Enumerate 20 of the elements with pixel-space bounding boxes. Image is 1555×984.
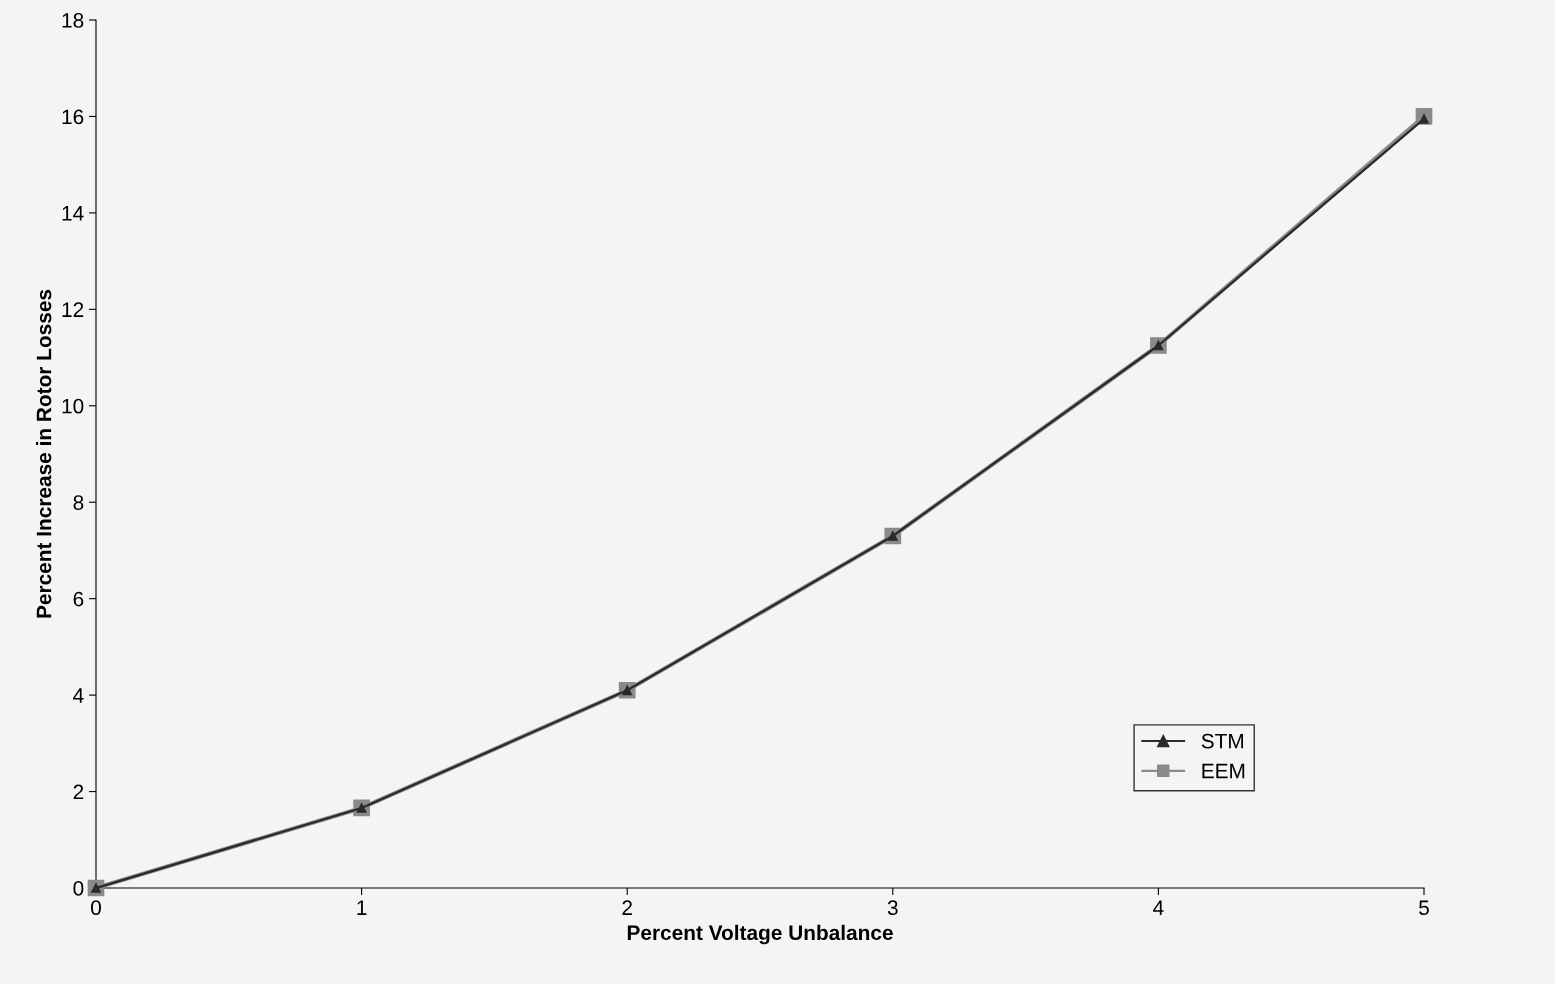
x-tick-label: 4 (1153, 900, 1164, 915)
y-tick-label: 2 (73, 784, 84, 800)
y-tick-label: 12 (62, 302, 84, 317)
x-tick-label: 5 (1419, 900, 1429, 916)
y-tick-label: 0 (73, 881, 84, 896)
x-tick-label: 0 (91, 900, 101, 916)
x-tick-label: 3 (887, 900, 898, 916)
y-tick-label: 8 (73, 495, 84, 510)
y-tick-label: 4 (73, 688, 84, 703)
x-tick-label: 1 (357, 900, 367, 915)
y-tick-label: 6 (73, 591, 84, 607)
x-axis-title: Percent Voltage Unbalance (627, 924, 893, 945)
x-tick-label: 2 (622, 900, 632, 915)
legend-label: STM (1201, 733, 1244, 749)
y-axis-title: Percent Increase in Rotor Losses (36, 289, 52, 618)
y-tick-label: 14 (62, 206, 84, 221)
legend-label: EEM (1202, 763, 1245, 779)
y-tick-label: 16 (62, 109, 84, 125)
y-tick-label: 10 (62, 398, 84, 414)
y-tick-label: 18 (62, 13, 84, 28)
